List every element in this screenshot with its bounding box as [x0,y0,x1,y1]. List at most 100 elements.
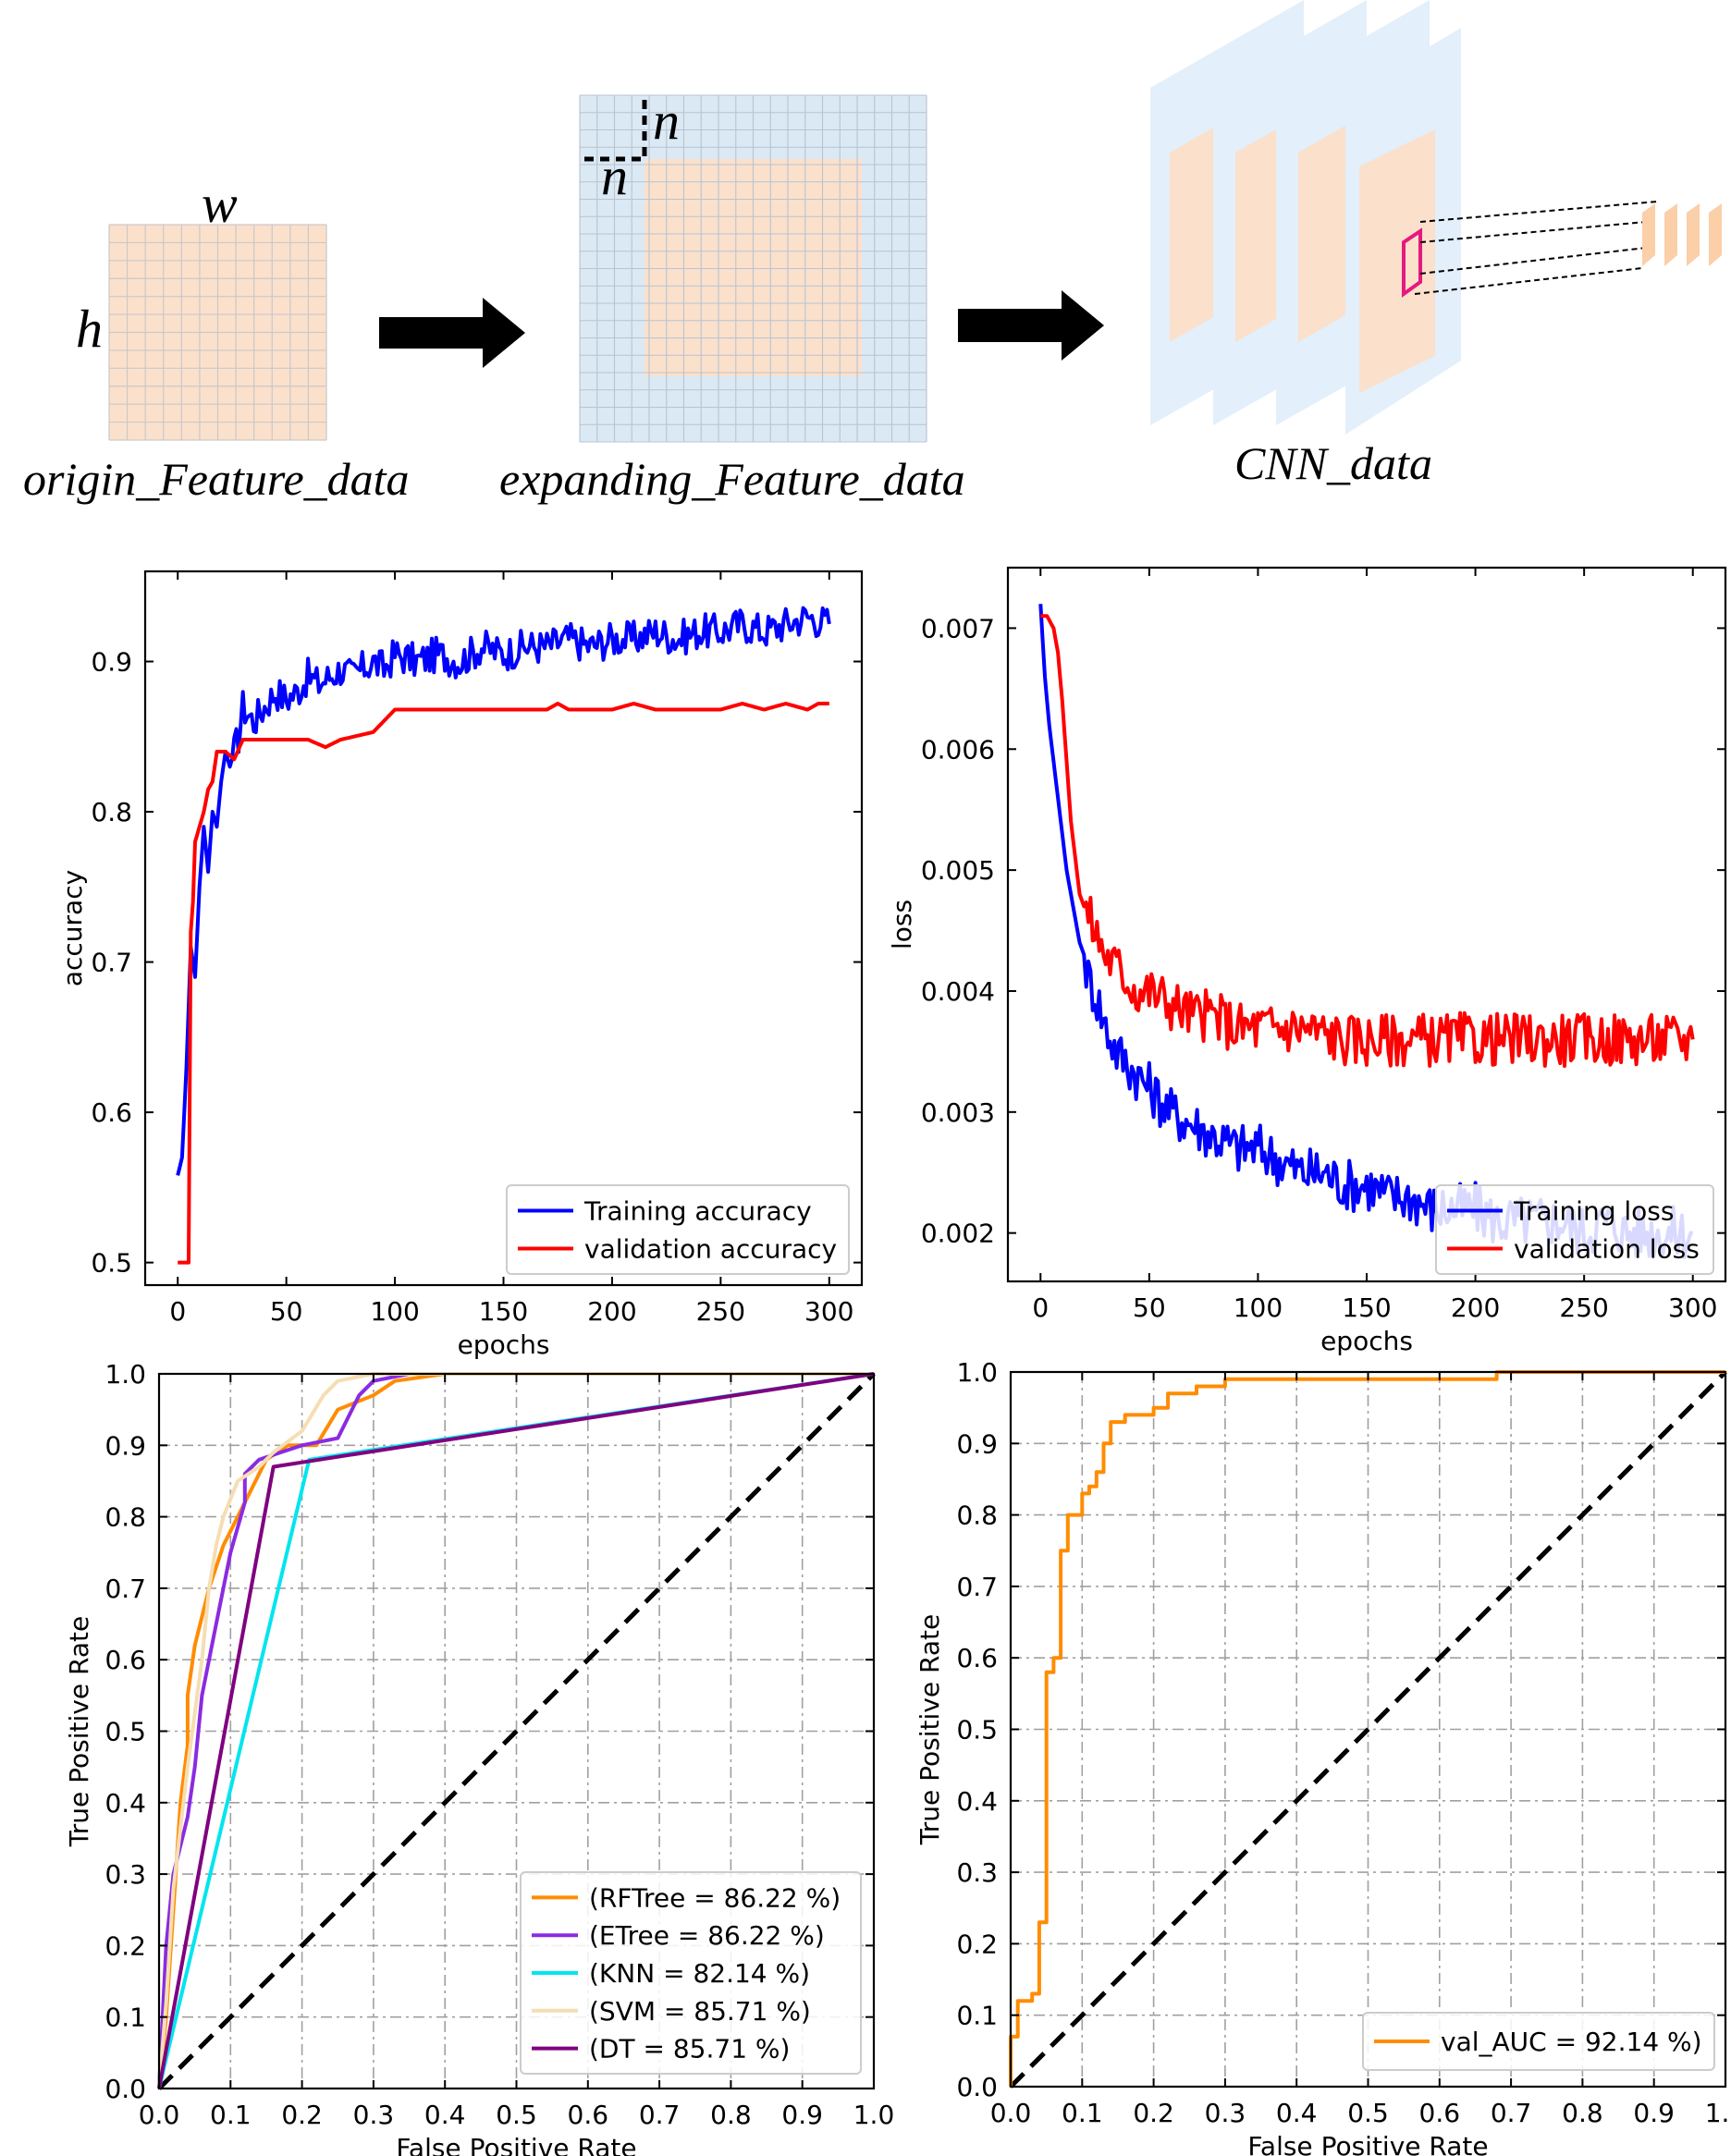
reference-diagonal [1009,1370,1727,2089]
x-tick-label: 0.5 [1347,2098,1389,2128]
y-tick-label: 0.7 [91,948,132,978]
y-tick-label: 0.5 [91,1248,132,1279]
series-line-0 [176,606,831,1176]
loss-chart: 0 50 100 150 200 250 300 0.002 0.003 0.004 0.005 0.… [887,566,1727,1356]
series-line-4 [157,1372,875,2089]
x-axis-label: epochs [458,1329,550,1360]
n-left-label: n [601,146,628,206]
x-tick-label: 250 [696,1296,745,1327]
y-tick-label: 0.2 [956,1929,998,1959]
y-tick-label: 0.006 [921,734,995,765]
y-tick-label: 0.5 [104,1717,146,1747]
series-line-0 [1009,1370,1725,2087]
x-axis-label: False Positive Rate [396,2133,636,2156]
y-tick-label: 0.4 [104,1788,146,1819]
y-tick-label: 0.7 [104,1574,146,1604]
y-axis-label: True Positive Rate [64,1616,94,1847]
series-line-1 [157,1372,874,2089]
y-tick-label: 0.9 [91,647,132,678]
y-axis-label: loss [887,900,917,949]
x-tick-label: 0 [169,1296,186,1327]
legend-label: Training accuracy [583,1196,812,1227]
y-tick-label: 0.003 [921,1097,995,1128]
cnn-planes [1150,0,1722,435]
origin-feature-grid [108,224,327,441]
arrow-1 [379,298,525,368]
x-tick-label: 0.9 [781,2100,823,2130]
y-tick-label: 0.6 [91,1097,132,1128]
x-tick-label: 0.2 [281,2100,323,2130]
x-tick-label: 200 [1451,1292,1500,1323]
x-tick-label: 0.5 [496,2100,537,2130]
accuracy-chart: 0 50 100 150 200 250 300 0.5 0.6 0.7 0.8 0.9 epochs a… [57,570,864,1360]
x-tick-label: 0.3 [1205,2098,1246,2128]
x-tick-label: 0.1 [1062,2098,1103,2128]
legend-label: val_AUC = 92.14 %) [1441,2027,1702,2057]
cnn-label: CNN_data [1234,437,1432,489]
roc-models-chart: 0.0 0.1 0.2 0.3 0.4 0.5 0.6 0.7 0.8 0.9 1.0 0.0 0.1 0… [64,1359,894,2156]
x-tick-label: 300 [1668,1292,1717,1323]
x-tick-label: 0 [1032,1292,1049,1323]
series-line-0 [157,1372,874,2089]
x-tick-label: 0.6 [1419,2098,1461,2128]
x-tick-label: 0.6 [568,2100,609,2130]
x-tick-label: 0.9 [1633,2098,1675,2128]
y-tick-label: 0.2 [104,1930,146,1961]
n-top-label: n [653,91,680,151]
y-tick-label: 1.0 [956,1357,998,1388]
x-tick-label: 200 [587,1296,636,1327]
x-tick-label: 0.7 [1491,2098,1532,2128]
y-axis-label: accuracy [57,870,88,986]
x-tick-label: 0.0 [139,2100,180,2130]
series-line-1 [178,702,829,1265]
y-tick-label: 0.8 [956,1501,998,1531]
y-tick-label: 0.1 [956,2001,998,2031]
arrow-2 [958,290,1104,361]
y-tick-label: 0.9 [104,1430,146,1461]
w-label: w [202,174,238,234]
y-tick-label: 0.8 [91,797,132,827]
x-tick-label: 0.7 [639,2100,681,2130]
plot-frame [1006,566,1727,1283]
x-tick-label: 0.3 [353,2100,395,2130]
x-tick-label: 250 [1559,1292,1608,1323]
y-tick-label: 0.3 [104,1859,146,1890]
x-axis-label: epochs [1320,1326,1413,1356]
legend-label: (SVM = 85.71 %) [589,1996,811,2027]
n-dashed-marker [584,100,647,162]
y-tick-label: 0.1 [104,2003,146,2033]
legend-label: validation accuracy [584,1234,837,1265]
y-tick-label: 0.004 [921,976,995,1007]
x-tick-label: 50 [1133,1292,1166,1323]
legend-box [1362,2012,1715,2071]
y-tick-label: 0.3 [956,1857,998,1888]
y-tick-label: 0.007 [921,613,995,643]
legend-label: validation loss [1514,1234,1700,1265]
legend-box [1435,1184,1714,1275]
x-tick-label: 0.0 [990,2098,1032,2128]
legend-label: (DT = 85.71 %) [589,2034,790,2064]
y-tick-label: 0.6 [956,1643,998,1673]
x-tick-label: 0.2 [1133,2098,1174,2128]
y-tick-label: 1.0 [104,1359,146,1390]
legend-label: (RFTree = 86.22 %) [589,1882,841,1913]
h-label: h [76,299,103,359]
y-tick-label: 0.002 [921,1219,995,1249]
legend-box [506,1184,850,1275]
x-tick-label: 1.0 [1705,2098,1731,2128]
x-tick-label: 100 [370,1296,419,1327]
y-tick-label: 0.6 [104,1645,146,1675]
pipeline-diagram: w h origin_Feature_data n n expanding_Fe… [23,0,1722,505]
y-tick-label: 0.005 [921,855,995,886]
x-tick-label: 0.8 [710,2100,752,2130]
origin-label: origin_Feature_data [23,453,410,505]
x-tick-label: 150 [1342,1292,1391,1323]
y-tick-label: 0.0 [956,2072,998,2102]
x-tick-label: 0.4 [1276,2098,1318,2128]
y-tick-label: 0.0 [104,2074,146,2104]
x-tick-label: 300 [804,1296,853,1327]
expanding-label: expanding_Feature_data [499,453,965,505]
y-tick-label: 0.7 [956,1572,998,1602]
x-tick-label: 0.4 [424,2100,466,2130]
legend-label: (KNN = 82.14 %) [589,1958,810,1989]
